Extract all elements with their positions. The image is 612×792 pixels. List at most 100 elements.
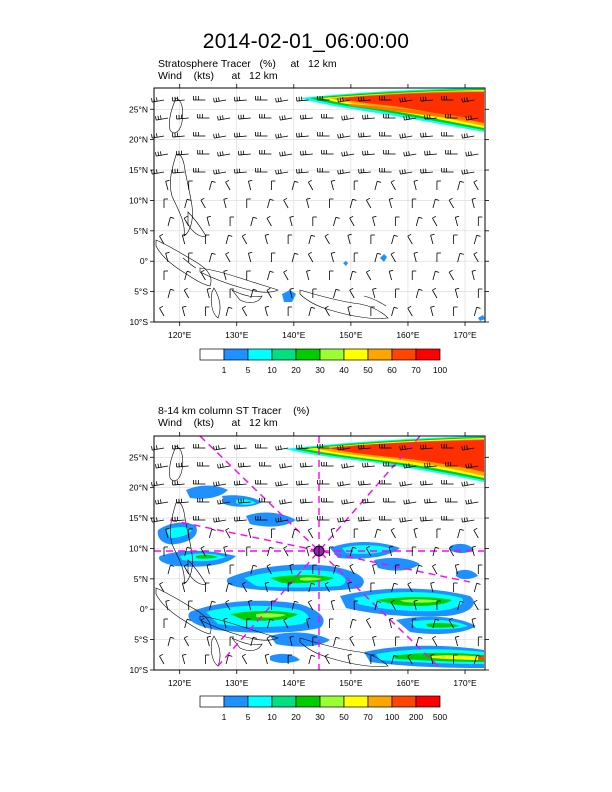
wind-barb <box>307 251 314 263</box>
wind-barb <box>471 269 476 281</box>
panel1-axes: 120°E 130°E 140°E 150°E 160°E 170°E 25°N 20°N 15… <box>129 84 489 340</box>
wind-barb <box>248 179 253 191</box>
wind-barb <box>267 198 274 209</box>
wind-barb <box>234 132 247 138</box>
wind-barb <box>308 306 316 317</box>
wind-barb <box>441 480 454 485</box>
colorbar-label: 40 <box>339 365 349 375</box>
y-tick-label: 5°S <box>134 635 148 645</box>
wind-barb <box>366 617 372 629</box>
colorbar-label: 70 <box>363 712 373 722</box>
wind-barb <box>289 635 294 647</box>
wind-barb <box>188 528 193 538</box>
wind-barb <box>225 654 233 665</box>
wind-barb <box>183 287 190 299</box>
panel2-wind-barbs <box>151 444 483 665</box>
wind-barb <box>171 516 185 522</box>
wind-barb <box>321 114 334 119</box>
panel1-frame <box>153 87 486 323</box>
x-tick-label: 130°E <box>225 330 249 340</box>
wind-barb <box>330 527 336 539</box>
wind-barb <box>217 115 231 121</box>
wind-barb <box>206 287 212 299</box>
tracer-speck <box>380 254 387 262</box>
y-tick-label: 10°S <box>129 665 148 675</box>
wind-barb <box>366 269 372 281</box>
wind-barb <box>291 180 299 191</box>
x-tick-label: 120°E <box>168 678 192 688</box>
wind-barb <box>441 168 454 173</box>
wind-barb <box>248 527 253 539</box>
panel1-subtitle-tracer: Stratosphere Tracer (%) at 12 km <box>158 58 337 70</box>
colorbar-swatch <box>415 695 441 708</box>
wind-barb <box>395 288 400 298</box>
wind-barb <box>271 528 276 538</box>
wind-barb <box>317 516 330 521</box>
y-tick-label: 15°N <box>129 165 148 175</box>
wind-barb <box>181 233 187 245</box>
y-tick-label: 10°N <box>129 195 148 205</box>
wind-barb <box>399 445 413 451</box>
wind-barb <box>337 169 351 175</box>
wind-barb <box>225 306 233 317</box>
wind-barb <box>246 618 251 628</box>
wind-barb <box>267 546 274 557</box>
wind-barb <box>337 517 351 523</box>
wind-barb <box>411 546 417 556</box>
wind-barb <box>457 528 464 539</box>
wind-barb <box>461 133 475 139</box>
wind-barb <box>370 654 375 664</box>
wind-barb <box>241 581 248 593</box>
colorbar-label: 20 <box>291 712 301 722</box>
wind-barb <box>453 306 458 316</box>
colorbar-label: 5 <box>246 365 251 375</box>
wind-barb <box>175 114 189 120</box>
wind-barb <box>349 198 357 209</box>
wind-barb <box>275 97 289 103</box>
wind-barb <box>362 150 375 156</box>
wind-barb <box>430 233 435 245</box>
wind-barb <box>317 444 330 449</box>
wind-barb <box>255 516 268 521</box>
wind-barb <box>330 599 336 611</box>
wind-barb <box>436 528 441 538</box>
wind-barb <box>165 251 170 263</box>
wind-barb <box>234 168 247 174</box>
colorbar-label: 500 <box>433 712 447 722</box>
wind-barb <box>362 462 375 468</box>
wind-barb <box>432 270 440 281</box>
wind-barb <box>255 444 268 449</box>
wind-barb <box>184 270 191 281</box>
y-tick-label: 20°N <box>129 135 148 145</box>
wind-barb <box>266 635 272 647</box>
wind-barb <box>181 653 187 665</box>
wind-barb <box>192 168 206 173</box>
wind-barb <box>379 96 392 101</box>
x-tick-label: 130°E <box>225 678 249 688</box>
wind-barb <box>407 653 413 665</box>
wind-barb <box>283 197 289 209</box>
x-tick-label: 140°E <box>282 330 306 340</box>
wind-barb <box>200 545 206 557</box>
wind-barb <box>317 480 330 485</box>
wind-barb <box>411 198 417 208</box>
x-tick-label: 150°E <box>339 330 363 340</box>
wind-barb <box>183 563 190 575</box>
wind-barb <box>329 618 334 628</box>
colorbar-label: 100 <box>433 365 447 375</box>
colorbar-label: 30 <box>315 712 325 722</box>
wind-barb <box>337 445 351 451</box>
wind-barb <box>390 527 396 539</box>
wind-barb <box>266 215 272 227</box>
wind-barb <box>171 96 185 102</box>
wind-barb <box>473 234 481 245</box>
wind-barb <box>436 600 441 610</box>
wind-barb <box>461 169 475 175</box>
panel1-colorbar: 1 5 10 20 30 40 50 60 70 100 <box>199 348 447 375</box>
wind-barb <box>454 287 460 299</box>
wind-barb <box>473 527 479 539</box>
wind-barb <box>399 169 413 175</box>
wind-barb <box>289 215 294 227</box>
wind-barb <box>250 216 258 227</box>
wind-barb <box>372 635 377 647</box>
